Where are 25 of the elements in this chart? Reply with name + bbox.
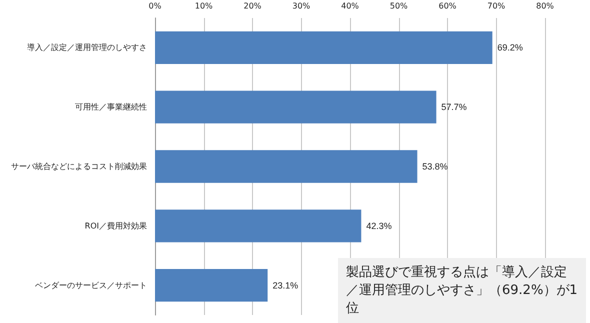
bar <box>155 150 418 183</box>
x-tick-label: 60% <box>438 2 457 10</box>
x-tick-label: 10% <box>194 2 214 10</box>
x-tick-label: 50% <box>390 2 408 10</box>
x-tick-label: 30% <box>292 2 311 10</box>
bar <box>155 90 436 124</box>
x-tick-label: 40% <box>341 2 360 10</box>
x-tick-label: 0% <box>148 2 162 10</box>
y-tick-label: 導入／設定／運用管理のしやすさ <box>27 43 147 52</box>
data-label: 57.7% <box>441 102 467 112</box>
y-tick-label: 可用性／事業継続性 <box>75 102 147 112</box>
bar <box>155 210 362 242</box>
y-tick-label: サーバ統合などによるコスト削減効果 <box>11 162 147 171</box>
data-label: 53.8% <box>422 162 448 172</box>
y-tick-label: ベンダーのサービス／サポート <box>35 280 147 290</box>
bar <box>155 268 268 302</box>
data-label: 23.1% <box>272 280 298 290</box>
data-label: 42.3% <box>366 220 392 231</box>
y-tick-label: ROI／費用対効果 <box>84 221 147 230</box>
data-label: 69.2% <box>497 42 523 53</box>
x-tick-label: 20% <box>244 2 262 10</box>
annotation: 製品選びで重視する点は「導入／設定／運用管理のしやすさ」（69.2%）が1位 <box>338 258 586 323</box>
x-tick-label: 80% <box>536 2 554 10</box>
bar <box>155 31 492 64</box>
x-tick-label: 70% <box>487 2 506 10</box>
